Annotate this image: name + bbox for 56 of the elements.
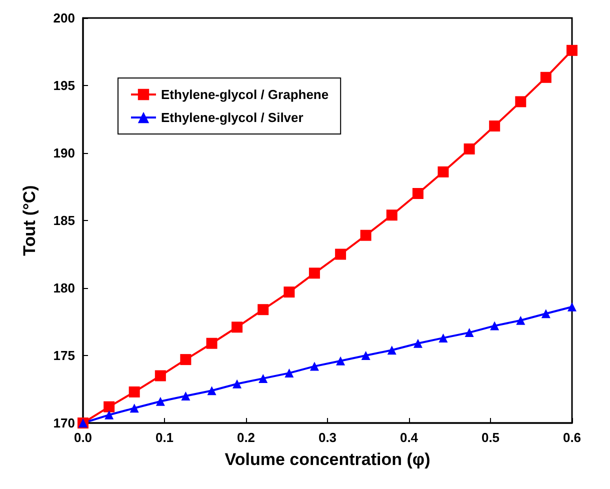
x-tick-label: 0.2 — [236, 430, 256, 445]
point — [232, 379, 242, 388]
point — [335, 248, 346, 260]
y-tick-label: 170 — [53, 416, 75, 430]
x-tick-label: 0.6 — [562, 430, 582, 445]
y-tick-label: 175 — [53, 348, 75, 363]
point — [156, 396, 165, 406]
point — [206, 338, 218, 349]
point — [360, 230, 372, 241]
point — [387, 346, 396, 355]
point — [181, 392, 190, 400]
point — [284, 286, 295, 298]
y-tick-label: 195 — [53, 78, 75, 93]
point — [154, 370, 166, 382]
point — [438, 333, 448, 342]
point — [104, 401, 115, 412]
point — [566, 44, 578, 56]
point — [207, 386, 216, 396]
legend-label: Ethylene-glycol / Silver — [161, 110, 304, 125]
point — [515, 96, 526, 108]
point — [568, 302, 576, 312]
point — [361, 351, 370, 360]
y-tick-label: 190 — [53, 146, 75, 160]
y-tick-label: 185 — [53, 213, 75, 228]
point — [541, 309, 550, 318]
point — [489, 120, 500, 132]
point — [258, 374, 268, 383]
point — [386, 210, 398, 221]
point — [128, 386, 140, 398]
x-tick-label: 0.3 — [318, 430, 337, 445]
point — [438, 166, 449, 178]
x-tick-label: 0.4 — [400, 430, 419, 445]
point — [284, 368, 294, 378]
point — [464, 143, 475, 154]
point — [180, 354, 192, 366]
point — [464, 328, 474, 338]
point — [308, 268, 320, 279]
x-tick-label: 0.1 — [155, 430, 174, 445]
x-tick-label: 0.5 — [481, 430, 500, 445]
y-tick-label: 180 — [53, 280, 75, 296]
point — [490, 321, 500, 330]
point — [412, 188, 424, 199]
point — [516, 316, 526, 325]
point — [413, 338, 422, 348]
point — [336, 356, 346, 366]
point — [104, 410, 114, 420]
legend-label: Ethylene-glycol / Graphene — [161, 87, 329, 102]
point — [258, 304, 269, 316]
point — [540, 72, 552, 83]
point — [310, 362, 319, 371]
y-axis-title: Tout (°C) — [20, 185, 39, 256]
x-tick-label: 0.0 — [74, 430, 92, 445]
point — [130, 404, 139, 413]
x-axis-title: Volume concentration (φ) — [224, 450, 430, 469]
point — [232, 322, 243, 333]
y-tick-label: 200 — [53, 10, 75, 26]
